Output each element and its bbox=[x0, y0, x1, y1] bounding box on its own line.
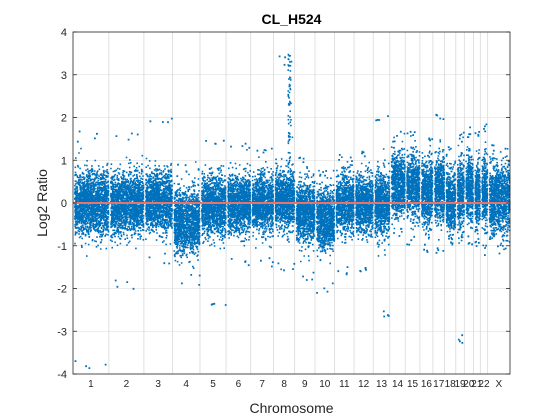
chromosome-points-18 bbox=[445, 146, 457, 246]
chromosome-label: 11 bbox=[339, 379, 350, 390]
chromosome-points-17 bbox=[433, 113, 446, 254]
chromosome-points-3 bbox=[144, 117, 173, 265]
y-tick-label: 0 bbox=[61, 198, 67, 210]
y-tick-label: -3 bbox=[57, 326, 67, 338]
y-tick-label: 4 bbox=[61, 27, 67, 39]
y-tick-label: -4 bbox=[57, 369, 67, 381]
y-axis-ticks: -4 -3 -2 -1 0 1 2 3 4 bbox=[57, 27, 510, 381]
chromosome-points-11 bbox=[335, 154, 355, 276]
chromosome-label: 22 bbox=[478, 379, 490, 390]
chromosome-points-15 bbox=[406, 130, 421, 246]
chromosome-label: 14 bbox=[392, 379, 404, 390]
chromosome-label: 12 bbox=[358, 379, 370, 390]
chromosome-points-14 bbox=[390, 130, 406, 237]
chromosome-label: 15 bbox=[407, 379, 419, 390]
chromosome-label: 19 bbox=[454, 379, 466, 390]
chromosome-label: 7 bbox=[259, 379, 265, 390]
chromosome-points-8 bbox=[274, 55, 296, 272]
chromosome-label: 20 bbox=[463, 379, 475, 390]
chromosome-points-13 bbox=[374, 115, 391, 318]
chromosome-label: 2 bbox=[124, 379, 130, 390]
y-tick-label: 1 bbox=[61, 155, 67, 167]
chromosome-points-7 bbox=[251, 147, 275, 268]
data-points bbox=[74, 53, 511, 369]
chromosome-points-6 bbox=[227, 142, 252, 267]
chromosome-points-21 bbox=[474, 131, 481, 247]
chromosome-points-16 bbox=[421, 137, 434, 253]
chromosome-label: 18 bbox=[445, 379, 457, 390]
chromosome-label: 17 bbox=[433, 379, 445, 390]
chromosome-points-4 bbox=[173, 161, 201, 286]
chromosome-label: 1 bbox=[88, 379, 94, 390]
y-tick-label: -1 bbox=[57, 241, 67, 253]
chromosome-points-10 bbox=[316, 169, 336, 294]
y-tick-label: 3 bbox=[61, 70, 67, 82]
chromosome-points-9 bbox=[295, 156, 316, 281]
chromosome-points-20 bbox=[465, 126, 474, 246]
chromosome-label: 9 bbox=[302, 379, 308, 390]
chromosome-label: 8 bbox=[281, 379, 287, 390]
chromosome-label: 6 bbox=[236, 379, 242, 390]
chromosome-points-2 bbox=[109, 132, 145, 290]
chromosome-points-1 bbox=[74, 130, 110, 369]
chromosome-label: X bbox=[495, 379, 502, 390]
x-axis-label: Chromosome bbox=[249, 400, 333, 416]
chromosome-points-X bbox=[488, 144, 511, 255]
chromosome-label: 4 bbox=[183, 379, 189, 390]
chart-title: CL_H524 bbox=[262, 11, 322, 27]
chromosome-label: 21 bbox=[471, 379, 483, 390]
chromosome-8-amplification bbox=[287, 53, 292, 164]
chromosome-points-22 bbox=[481, 123, 489, 256]
chromosome-label: 16 bbox=[421, 379, 433, 390]
chromosome-label: 13 bbox=[376, 379, 388, 390]
y-tick-label: -2 bbox=[57, 284, 67, 296]
y-axis-label: Log2 Ratio bbox=[34, 169, 50, 237]
y-tick-label: 2 bbox=[61, 113, 67, 125]
chromosome-label: 10 bbox=[319, 379, 331, 390]
chromosome-points-19 bbox=[456, 131, 465, 344]
chromosome-label: 3 bbox=[155, 379, 161, 390]
chromosome-label: 5 bbox=[210, 379, 216, 390]
chromosome-points-12 bbox=[355, 150, 374, 273]
chromosome-points-5 bbox=[201, 139, 227, 306]
